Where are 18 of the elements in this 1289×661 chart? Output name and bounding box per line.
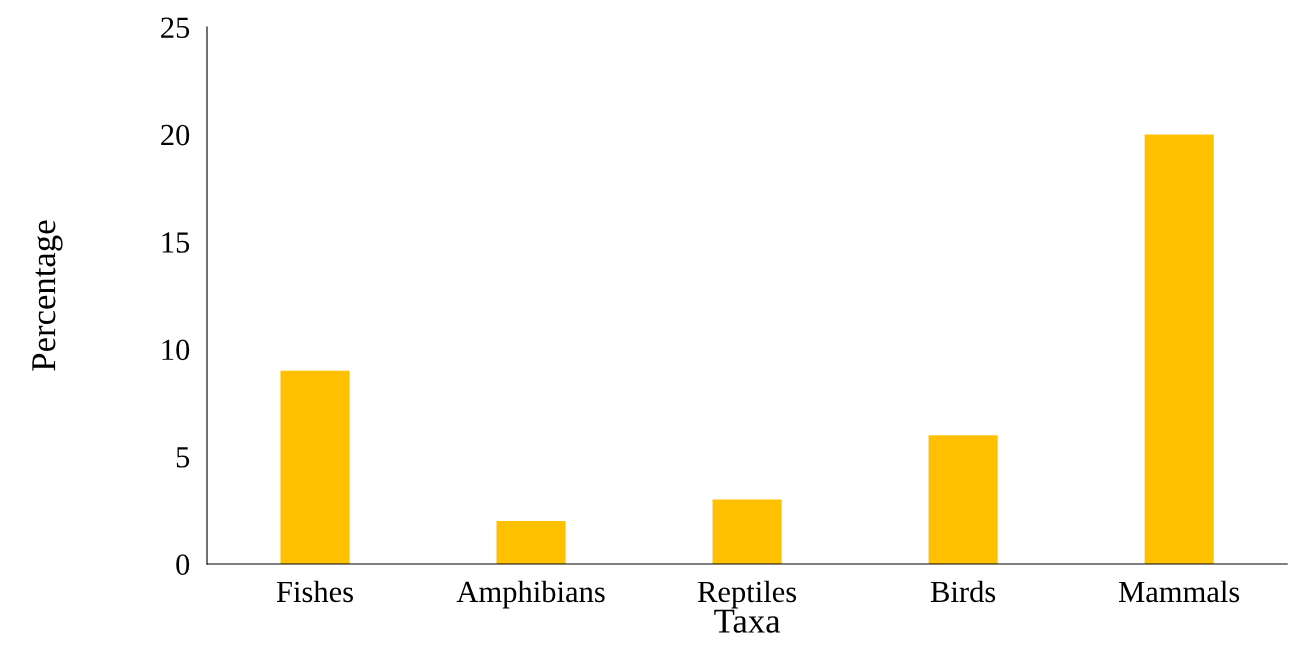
bar [1144,134,1214,565]
y-axis-title: Percentage [32,220,63,371]
x-tick-label: Amphibians [456,580,605,609]
x-tick-label: Reptiles [697,580,797,609]
y-tick-label: 25 [161,17,190,38]
bar [280,370,350,565]
bar [928,435,998,565]
y-tick-label: 0 [176,554,190,575]
y-tick-label: 10 [162,339,190,361]
x-tick-label: Birds [930,580,996,603]
bar [712,499,782,565]
y-tick-label: 20 [161,124,190,146]
x-tick-label: Fishes [276,580,353,603]
x-tick-label: Mammals [1118,580,1240,603]
x-axis-title: Taxa [714,609,781,633]
bar [496,521,566,565]
y-tick-label: 15 [162,232,190,253]
y-tick-label: 5 [176,447,190,468]
